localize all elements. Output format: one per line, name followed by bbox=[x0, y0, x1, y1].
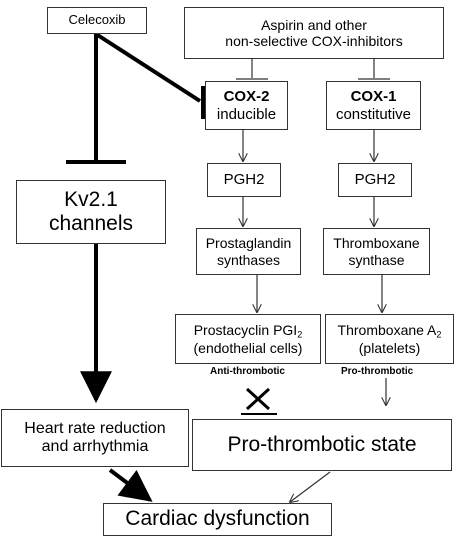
thromboxane-synthase-line1: Thromboxane bbox=[333, 235, 420, 252]
blocked-x-stroke-2 bbox=[245, 387, 271, 411]
celecoxib-node: Celecoxib bbox=[47, 7, 147, 34]
prostacyclin-node: Prostacyclin PGI2 (endothelial cells) bbox=[175, 314, 321, 364]
kv21-line2: channels bbox=[48, 212, 134, 235]
cardiac-dysfunction-node: Cardiac dysfunction bbox=[103, 503, 332, 536]
pgh2-right-node: PGH2 bbox=[338, 163, 412, 197]
thromboxane-synthase-line2: synthase bbox=[348, 251, 405, 268]
thromboxane-a2-node: Thromboxane A2 (platelets) bbox=[325, 314, 454, 364]
pgh2-right-label: PGH2 bbox=[354, 171, 396, 189]
celecoxib-label: Celecoxib bbox=[68, 12, 126, 28]
aspirin-line2: non-selective COX-inhibitors bbox=[225, 33, 403, 49]
heart-rate-line1: Heart rate reduction bbox=[24, 419, 166, 437]
thromboxane-a2-subscript: 2 bbox=[436, 329, 442, 340]
pro-thrombotic-state-label: Pro-thrombotic state bbox=[227, 432, 417, 456]
prostaglandin-line1: Prostaglandin bbox=[205, 235, 292, 252]
prostaglandin-synthases-node: Prostaglandin synthases bbox=[196, 228, 301, 275]
thromboxane-a2-line1: Thromboxane A2 bbox=[338, 322, 442, 340]
pro-thrombotic-state-node: Pro-thrombotic state bbox=[192, 419, 452, 471]
pro-thrombotic-tag: Pro-thrombotic bbox=[341, 366, 414, 377]
thromboxane-a2-main: Thromboxane A bbox=[337, 322, 437, 339]
prostacyclin-line1: Prostacyclin PGI2 bbox=[194, 322, 303, 340]
prostaglandin-line2: synthases bbox=[216, 251, 281, 268]
celecoxib-to-cox2-inhibition bbox=[94, 32, 202, 103]
cox1-node: COX-1 constitutive bbox=[326, 81, 421, 130]
pgh2-left-label: PGH2 bbox=[223, 171, 265, 189]
thromboxane-a2-line2: (platelets) bbox=[358, 339, 421, 356]
cardiac-dysfunction-label: Cardiac dysfunction bbox=[125, 507, 310, 531]
prothrombotic-to-cardiac-arrow bbox=[290, 471, 331, 502]
cox1-name: COX-1 bbox=[350, 88, 397, 106]
kv21-line1: Kv2.1 bbox=[64, 187, 118, 211]
heart-rate-line2: and arrhythmia bbox=[41, 438, 149, 455]
anti-thrombotic-tag: Anti-thrombotic bbox=[210, 366, 285, 377]
thromboxane-synthase-node: Thromboxane synthase bbox=[323, 228, 430, 275]
prostacyclin-main: Prostacyclin PGI bbox=[193, 322, 298, 339]
prostacyclin-line2: (endothelial cells) bbox=[193, 339, 303, 356]
aspirin-line1: Aspirin and other bbox=[261, 16, 367, 33]
cox2-name: COX-2 bbox=[223, 88, 270, 106]
heart-rate-node: Heart rate reduction and arrhythmia bbox=[1, 409, 189, 467]
aspirin-node: Aspirin and other non-selective COX-inhi… bbox=[184, 7, 444, 59]
pgh2-left-node: PGH2 bbox=[207, 163, 281, 197]
cox2-sub: inducible bbox=[216, 105, 277, 123]
kv21-channels-node: Kv2.1 channels bbox=[16, 180, 166, 244]
prostacyclin-subscript: 2 bbox=[297, 329, 303, 340]
heart-rate-to-cardiac-arrow bbox=[108, 468, 153, 502]
cox1-sub: constitutive bbox=[335, 105, 412, 123]
cox2-node: COX-2 inducible bbox=[205, 81, 288, 130]
